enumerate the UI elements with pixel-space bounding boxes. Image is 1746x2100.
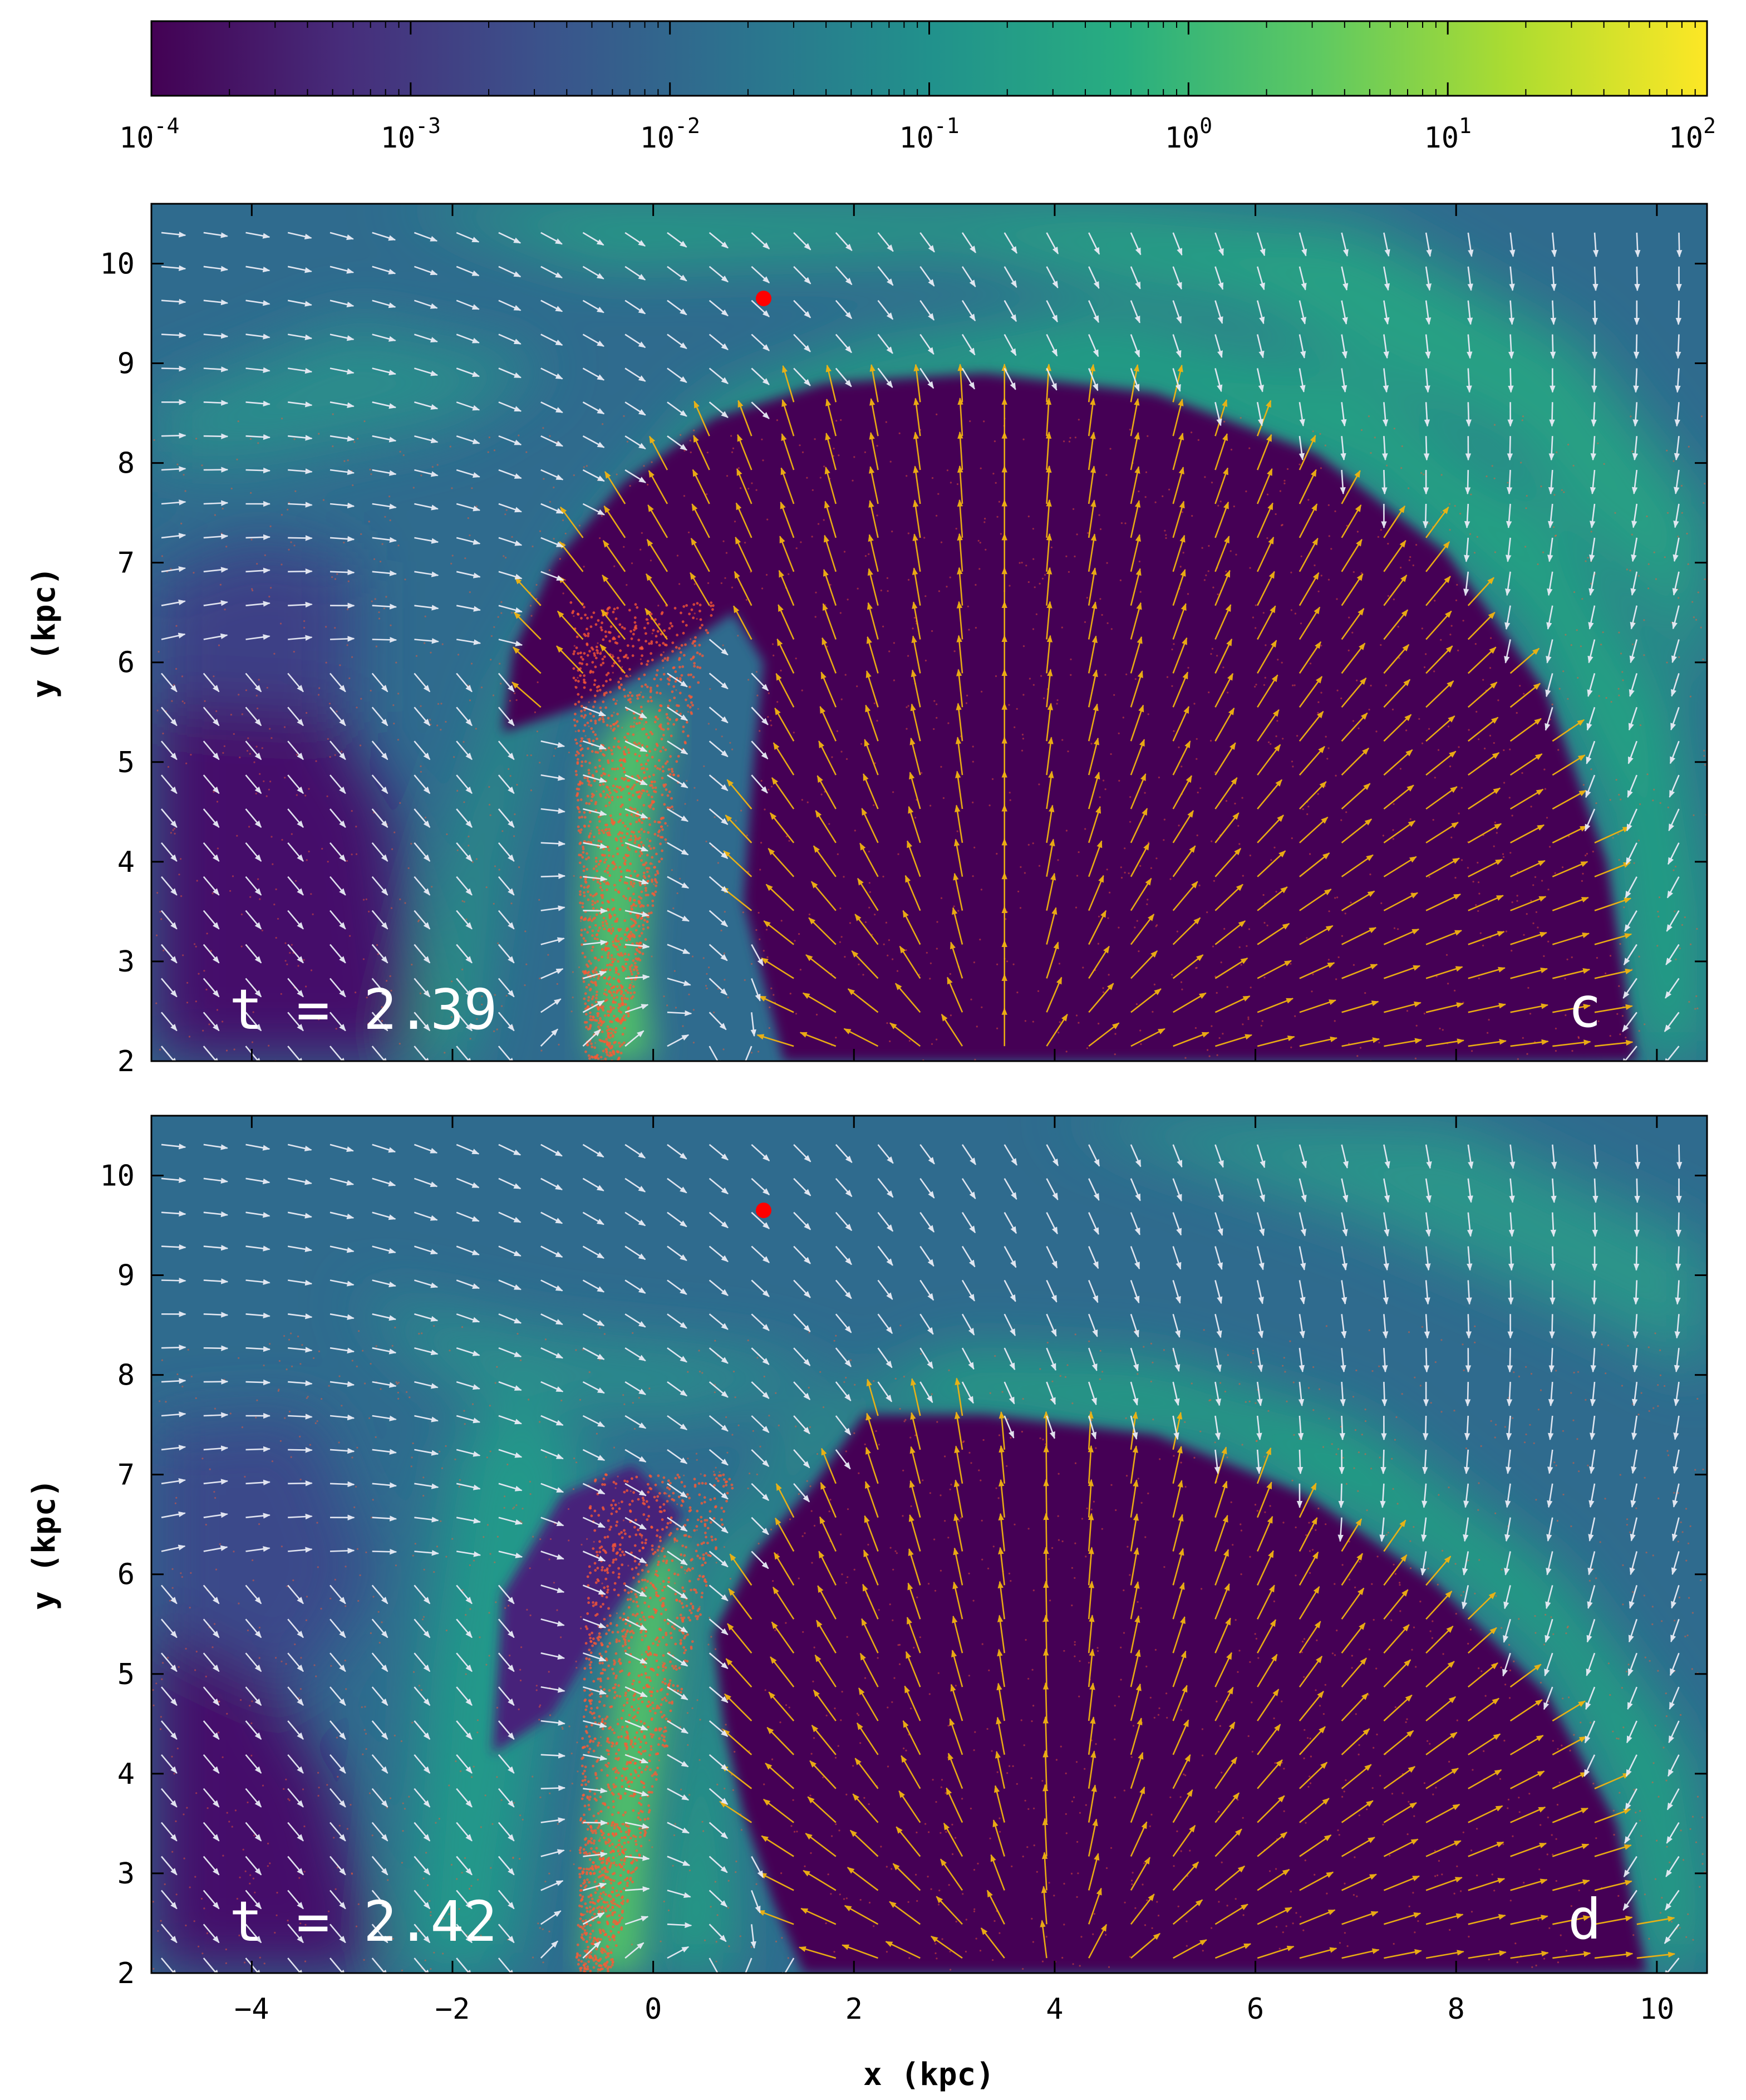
y-tick-label: 2 [117,1957,135,1990]
y-tick-label: 2 [117,1045,135,1078]
cavity [503,373,1637,1061]
colorbar-tick-label: 100 [1165,114,1213,155]
x-axis-label: x (kpc) [863,2057,995,2093]
panel-c: t = 2.39 c 2 3 4 5 6 7 8 9 10 [100,203,1708,1078]
colorbar-tick-label: 102 [1668,114,1716,155]
y-tick-label: 8 [117,1359,135,1392]
cavity [493,1415,1647,1973]
colorbar-tick-label: 10-1 [899,114,959,155]
time-label: t = 2.39 [229,977,498,1042]
y-tick-label: 8 [117,447,135,480]
x-tick-label: 0 [645,1993,662,2026]
panel-d: t = 2.42 d 2 3 4 5 6 7 8 9 10 −4 −2 0 2 4 6 8 10 [100,1115,1708,2026]
y-tick-label: 5 [117,1658,135,1691]
panel-label: c [1568,975,1601,1040]
x-tick-label: 6 [1247,1993,1264,2026]
velocity-field [161,1144,1683,1973]
x-tick-label: −2 [435,1993,470,2026]
x-tick-label: 8 [1448,1993,1465,2026]
x-tick-label: 2 [845,1993,863,2026]
x-tick-label: −4 [234,1993,269,2026]
red-marker [755,291,771,307]
x-tick-label: 4 [1046,1993,1063,2026]
panel-label: d [1568,1887,1601,1952]
colorbar-tick-label: 101 [1424,114,1472,155]
left-mid-density [151,1415,372,1694]
y-tick-label: 3 [117,945,135,979]
x-tick-label: 10 [1640,1993,1675,2026]
colorbar-tick-label: 10-2 [640,114,700,155]
panel-frame [150,1115,1708,1974]
left-low-density [151,1624,382,1973]
velocity-field [161,232,1683,1061]
time-label: t = 2.42 [229,1889,498,1954]
y-tick-label: 7 [117,547,135,580]
y-tick-label: 9 [117,1259,135,1293]
left-mid-density [151,542,352,713]
tracer-particles [153,412,1707,1061]
cavity-region [713,1415,1647,1973]
shocked-shell [412,313,1707,1061]
y-tick-label: 3 [117,1857,135,1891]
y-tick-label: 10 [100,247,135,281]
heatmap-area [151,204,1707,1061]
y-tick-label: 6 [117,1558,135,1592]
y-axis-label-panel-d: y (kpc) [26,1479,62,1610]
upper-arc [1054,1116,1707,1375]
y-tick-label: 4 [117,846,135,879]
y-tick-label: 6 [117,646,135,680]
secondary-cavity [493,1464,683,1754]
y-tick-label: 7 [117,1459,135,1492]
y-axis-label-panel-c: y (kpc) [26,567,62,698]
y-tick-label: 9 [117,347,135,381]
upper-arc [392,204,1707,713]
y-tick-label: 4 [117,1758,135,1791]
left-upper-arc [151,323,553,463]
colorbar-ticks: 10-4 10-3 10-2 10-1 100 101 102 [119,21,1716,155]
panel-frame [150,203,1708,1062]
colorbar-tick-label: 10-4 [119,114,179,155]
colorbar: 10-4 10-3 10-2 10-1 100 101 102 [119,20,1716,155]
heatmap-area [151,1116,1707,1973]
cavity-region [503,373,1637,1061]
y-tick-label: 5 [117,746,135,779]
shocked-shell [653,1355,1707,1973]
red-marker [755,1203,771,1219]
y-tick-label: 10 [100,1159,135,1193]
colorbar-tick-label: 10-3 [381,114,441,155]
tracer-particles [152,1324,1707,1973]
